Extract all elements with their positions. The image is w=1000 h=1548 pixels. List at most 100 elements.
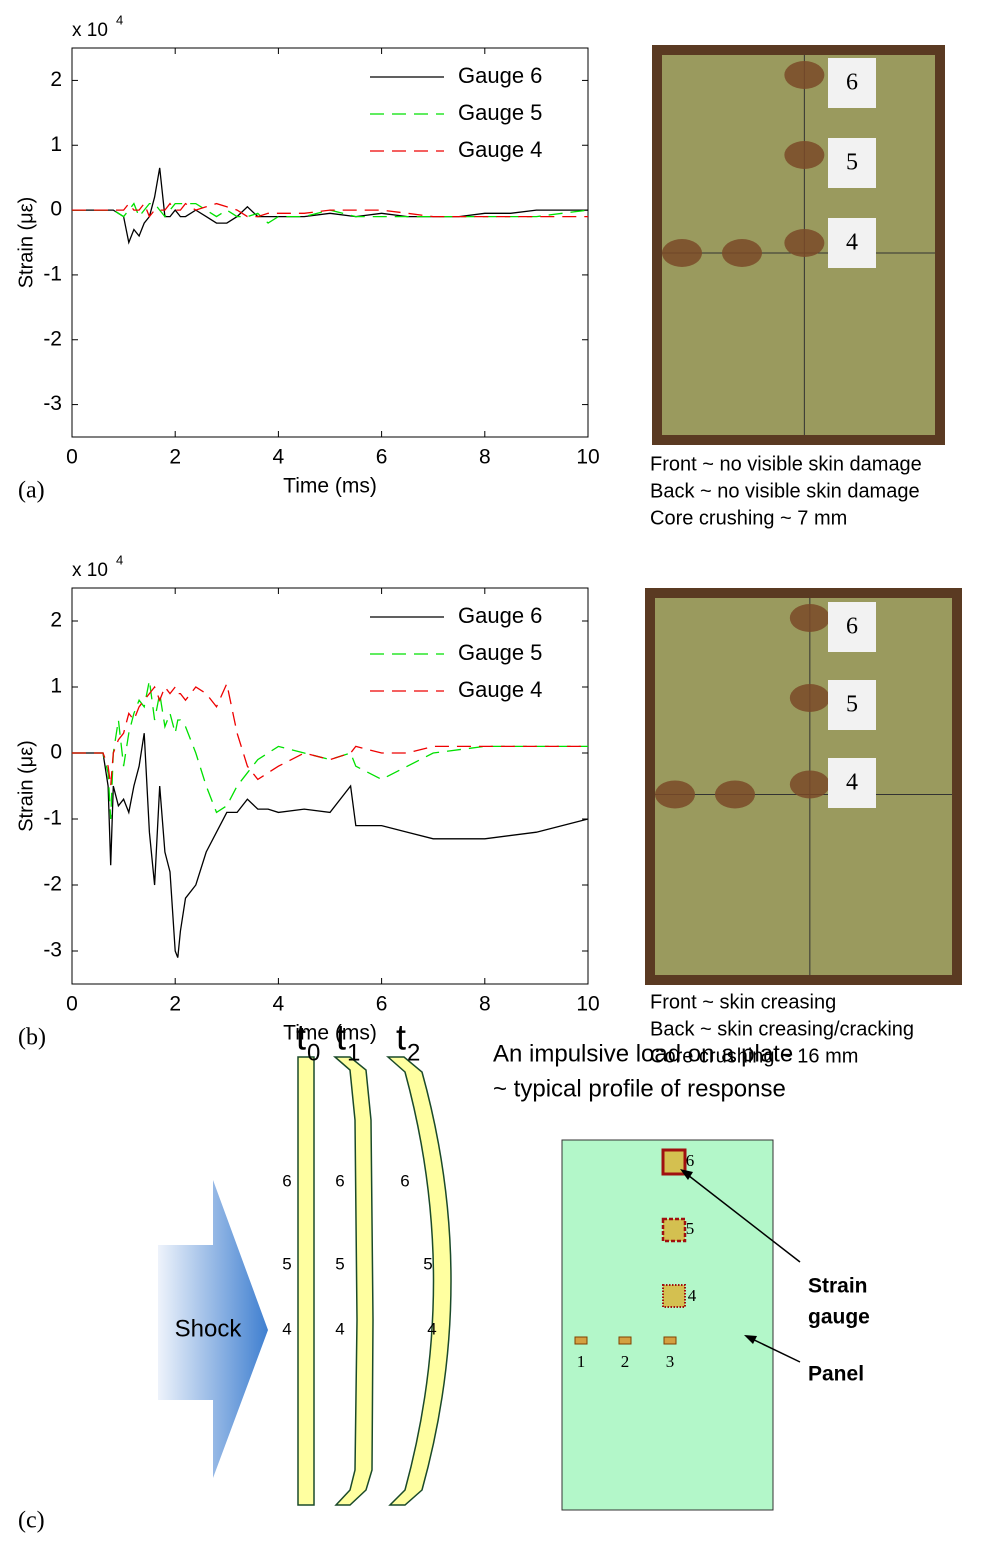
panel-gauge-label: 4 — [688, 1286, 697, 1305]
plate-gauge-label: 6 — [400, 1171, 409, 1190]
state-label: t — [336, 1017, 346, 1058]
label-box — [828, 138, 876, 188]
strain-gauge-label: Strain — [808, 1275, 868, 1298]
x-tick-label: 10 — [576, 446, 599, 469]
x-tick-label: 2 — [169, 993, 181, 1016]
damage-spot — [715, 780, 755, 809]
state-subscript: 1 — [347, 1039, 360, 1066]
damage-spot — [789, 604, 830, 632]
y-tick-label: -3 — [43, 939, 62, 962]
legend-label: Gauge 4 — [458, 137, 542, 162]
legend-label: Gauge 5 — [458, 100, 542, 125]
y-axis-label: Strain (με) — [15, 740, 37, 832]
y-scale-exponent: 4 — [116, 552, 123, 567]
legend-label: Gauge 4 — [458, 677, 542, 702]
y-tick-label: -1 — [43, 807, 62, 830]
y-tick-label: -1 — [43, 262, 62, 285]
damage-spot — [722, 239, 762, 267]
gauge-5 — [661, 1217, 687, 1243]
damage-spot — [789, 770, 830, 799]
y-tick-label: 1 — [50, 133, 62, 156]
photo-caption: Back ~ skin creasing/cracking — [650, 1018, 914, 1040]
panel — [561, 1139, 774, 1511]
label-box — [828, 758, 876, 808]
y-tick-label: 2 — [50, 68, 62, 91]
panel-label: (b) — [18, 1025, 46, 1051]
gauge-label: 4 — [846, 230, 858, 256]
y-scale-base: x 10 — [72, 560, 108, 581]
series-line — [72, 680, 588, 820]
panel-gauge-label: 5 — [686, 1219, 695, 1238]
gauge-2 — [618, 1336, 632, 1345]
panel-gauge-label: 1 — [577, 1352, 586, 1371]
damage-spot — [784, 141, 825, 169]
panel-gauge-label: 3 — [666, 1352, 675, 1371]
x-tick-label: 6 — [376, 446, 388, 469]
panel-gauge-label: 6 — [686, 1151, 695, 1170]
x-tick-label: 2 — [169, 446, 181, 469]
y-axis-label: Strain (με) — [15, 197, 37, 289]
plate-t2 — [386, 1056, 452, 1506]
shock-arrow — [158, 1180, 268, 1478]
plate-gauge-label: 6 — [335, 1171, 344, 1190]
pointer — [747, 1336, 801, 1363]
x-tick-label: 4 — [273, 446, 285, 469]
plate-gauge-label: 4 — [335, 1319, 344, 1338]
plate-t1 — [332, 1056, 374, 1506]
y-tick-label: 0 — [50, 198, 62, 221]
damage-spot — [662, 239, 702, 267]
x-tick-label: 6 — [376, 993, 388, 1016]
y-tick-label: -2 — [43, 327, 62, 350]
state-label: t — [396, 1017, 406, 1058]
gauge-label: 5 — [846, 692, 858, 718]
gauge-3 — [663, 1336, 677, 1345]
panel-gauge-label: 2 — [621, 1352, 630, 1371]
panel-label: (c) — [18, 1508, 45, 1534]
plate-gauge-label: 4 — [427, 1319, 436, 1338]
plot-area — [71, 47, 589, 438]
arrowhead — [744, 1335, 757, 1344]
legend-label: Gauge 6 — [458, 63, 542, 88]
state-subscript: 2 — [407, 1039, 420, 1066]
series-line — [72, 681, 588, 787]
plate-gauge-label: 4 — [282, 1319, 291, 1338]
label-box — [828, 218, 876, 268]
legend-label: Gauge 6 — [458, 603, 542, 628]
x-tick-label: 8 — [479, 446, 491, 469]
y-tick-label: 0 — [50, 741, 62, 764]
x-tick-label: 10 — [576, 993, 599, 1016]
x-tick-label: 0 — [66, 993, 78, 1016]
x-tick-label: 0 — [66, 446, 78, 469]
label-box — [828, 602, 876, 652]
label-box — [828, 58, 876, 108]
gauge-6 — [661, 1148, 687, 1176]
series-line — [72, 202, 588, 218]
photo-caption: Core crushing ~ 7 mm — [650, 507, 847, 529]
y-scale-exponent: 4 — [116, 12, 123, 27]
x-tick-label: 4 — [273, 993, 285, 1016]
plate-gauge-label: 5 — [335, 1254, 344, 1273]
arrowhead — [680, 1169, 693, 1180]
legend-label: Gauge 5 — [458, 640, 542, 665]
photo-caption: Front ~ no visible skin damage — [650, 453, 922, 475]
gauge-label: 6 — [846, 614, 858, 640]
plate-t0 — [297, 1056, 315, 1506]
y-tick-label: -2 — [43, 873, 62, 896]
gauge-4 — [662, 1284, 686, 1308]
x-axis-label: Time (ms) — [283, 475, 377, 498]
diagram-title: ~ typical profile of response — [493, 1075, 786, 1102]
plate-gauge-label: 5 — [423, 1254, 432, 1273]
damage-spot — [789, 684, 830, 712]
x-axis-label: Time (ms) — [283, 1022, 377, 1045]
gauge-label: 6 — [846, 70, 858, 96]
state-label: t — [296, 1017, 306, 1058]
y-tick-label: -3 — [43, 392, 62, 415]
strain-gauge-label: gauge — [808, 1306, 870, 1329]
damage-spot — [784, 61, 825, 89]
shock-label: Shock — [175, 1315, 243, 1342]
series-line — [72, 733, 589, 958]
diagram-title: An impulsive load on a plate — [493, 1040, 793, 1067]
gauge-1 — [574, 1336, 588, 1345]
y-scale-base: x 10 — [72, 20, 108, 41]
damage-spot — [784, 229, 825, 257]
